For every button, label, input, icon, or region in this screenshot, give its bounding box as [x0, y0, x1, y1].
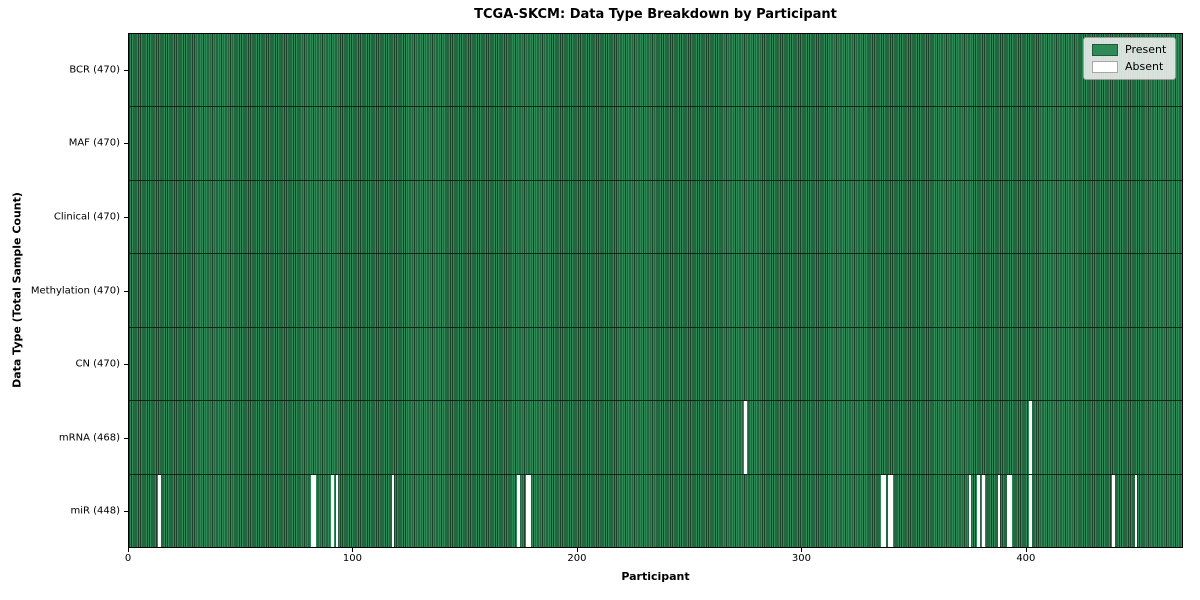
x-tick	[352, 548, 353, 552]
x-tick	[577, 548, 578, 552]
x-tick	[801, 548, 802, 552]
absent-stripe	[889, 474, 893, 547]
absent-stripe	[313, 474, 316, 547]
row-CN	[129, 326, 1182, 401]
row-miR	[129, 473, 1182, 547]
x-tick	[1026, 548, 1027, 552]
y-tick	[124, 217, 128, 218]
legend-label-absent: Absent	[1125, 60, 1164, 73]
y-tick	[124, 70, 128, 71]
x-axis-label: Participant	[621, 570, 690, 583]
y-tick-label-MAF: MAF (470)	[68, 137, 120, 149]
absent-stripe	[1006, 474, 1010, 547]
y-tick	[124, 291, 128, 292]
absent-stripe	[887, 474, 891, 547]
absent-swatch	[1092, 61, 1118, 73]
plot-area	[128, 33, 1183, 548]
absent-stripe	[1029, 401, 1032, 474]
row-Methylation	[129, 253, 1182, 327]
row-MAF	[129, 106, 1182, 180]
y-tick	[124, 364, 128, 365]
absent-stripe	[528, 474, 532, 547]
present-swatch	[1092, 44, 1118, 56]
absent-stripe	[310, 474, 314, 547]
x-tick-label-300: 300	[791, 553, 811, 564]
x-tick-label-0: 0	[124, 553, 132, 564]
absent-stripe	[968, 474, 972, 547]
row-mRNA	[129, 400, 1182, 474]
y-tick	[124, 438, 128, 439]
absent-stripe	[1134, 474, 1138, 547]
absent-stripe	[335, 474, 339, 547]
absent-stripe	[1029, 474, 1032, 547]
x-tick	[128, 548, 129, 552]
y-tick-label-CN: CN (470)	[75, 358, 120, 370]
row-BCR	[129, 34, 1182, 107]
legend-label-present: Present	[1125, 43, 1167, 56]
absent-stripe	[391, 474, 395, 547]
absent-stripe	[880, 474, 884, 547]
legend-item-present: Present	[1092, 44, 1167, 56]
absent-stripe	[981, 474, 985, 547]
absent-stripe	[744, 401, 747, 474]
legend-item-absent: Absent	[1092, 61, 1167, 73]
absent-stripe	[1112, 474, 1115, 547]
absent-stripe	[526, 474, 529, 547]
absent-stripe	[158, 474, 161, 547]
absent-stripe	[883, 474, 886, 547]
y-tick-label-miR: miR (448)	[70, 505, 120, 517]
legend: Present Absent	[1083, 37, 1176, 80]
x-tick-label-200: 200	[567, 553, 587, 564]
y-tick	[124, 143, 128, 144]
absent-stripe	[997, 474, 1001, 547]
y-tick-label-BCR: BCR (470)	[69, 64, 120, 76]
absent-stripe	[517, 474, 520, 547]
y-tick	[124, 511, 128, 512]
y-tick-label-Clinical: Clinical (470)	[53, 211, 120, 223]
chart-title: TCGA-SKCM: Data Type Breakdown by Partic…	[474, 7, 837, 22]
absent-stripe	[977, 474, 981, 547]
absent-stripe	[1008, 474, 1012, 547]
x-tick-label-100: 100	[342, 553, 362, 564]
row-Clinical	[129, 179, 1182, 254]
y-tick-label-Methylation: Methylation (470)	[30, 285, 120, 296]
x-tick-label-400: 400	[1016, 553, 1036, 564]
absent-stripe	[331, 474, 334, 547]
y-tick-label-mRNA: mRNA (468)	[58, 432, 120, 444]
